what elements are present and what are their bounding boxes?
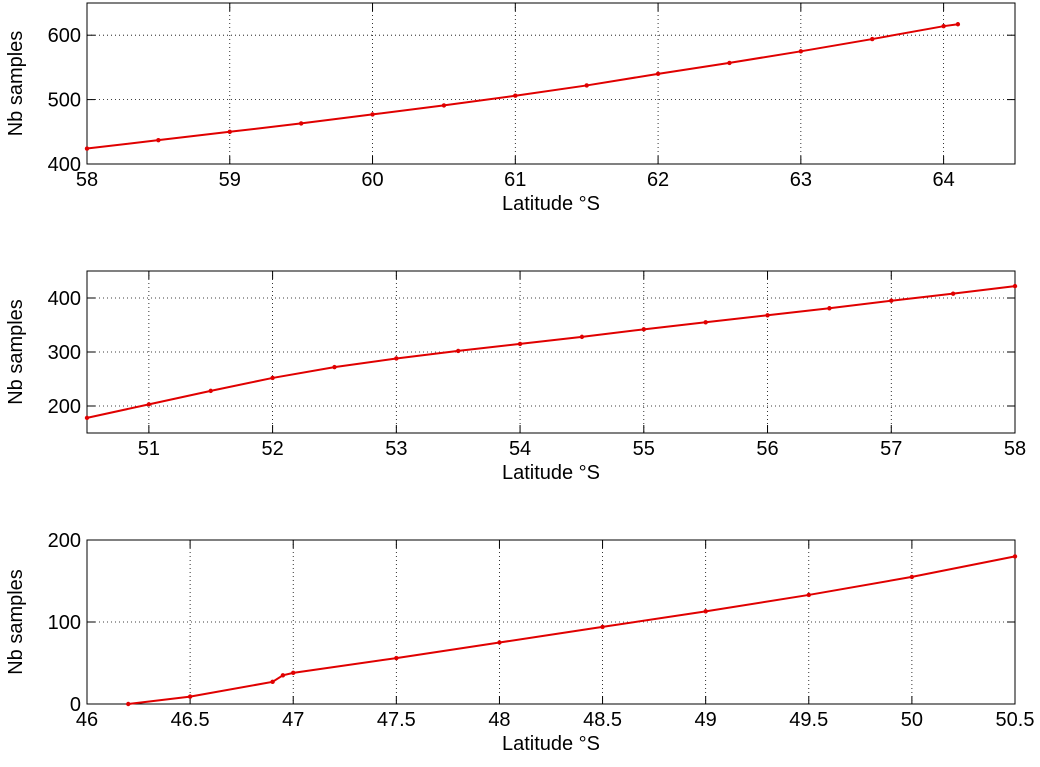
x-tick-label: 49 [695, 709, 717, 731]
data-point [394, 655, 399, 661]
data-point [941, 23, 946, 29]
x-tick-label: 46 [76, 709, 98, 731]
data-point [727, 60, 732, 66]
data-point [298, 121, 304, 126]
data-point [156, 137, 161, 143]
data-point [1012, 283, 1018, 289]
data-point [332, 364, 337, 370]
x-axis-label: Latitude °S [502, 733, 600, 755]
x-tick-label: 59 [219, 169, 241, 191]
data-point [870, 36, 875, 42]
x-tick-label: 48.5 [583, 709, 622, 731]
x-tick-label: 47 [282, 709, 304, 731]
data-point [441, 103, 447, 108]
plot-area [87, 3, 1015, 164]
data-line [86, 23, 959, 150]
data-point [497, 640, 502, 645]
y-tick-label: 200 [48, 396, 81, 418]
data-point [456, 348, 461, 354]
data-line [86, 285, 1016, 419]
data-point [84, 415, 90, 421]
data-point [517, 341, 523, 347]
x-tick-label: 63 [790, 169, 812, 191]
x-tick-label: 50.5 [996, 709, 1035, 731]
data-point [827, 306, 832, 311]
x-tick-label: 46.5 [171, 709, 210, 731]
x-tick-label: 56 [756, 438, 778, 460]
data-point [889, 298, 894, 303]
data-point [806, 592, 811, 598]
x-tick-label: 48 [488, 709, 510, 731]
data-point [146, 402, 152, 407]
y-tick-label: 600 [48, 25, 81, 47]
axes-frame [86, 270, 1016, 434]
data-point [84, 146, 90, 151]
x-axis-label: Latitude °S [502, 462, 600, 484]
data-point [703, 609, 708, 614]
axes-frame [86, 539, 1016, 705]
x-tick-label: 47.5 [377, 709, 416, 731]
x-tick-label: 51 [138, 438, 160, 460]
x-tick-label: 53 [385, 438, 407, 460]
y-tick-label: 0 [70, 694, 81, 716]
axes-frame [86, 2, 1016, 165]
data-point [394, 356, 399, 361]
y-tick-label: 200 [48, 530, 81, 552]
x-tick-label: 61 [504, 169, 526, 191]
data-point [765, 313, 770, 318]
x-tick-label: 64 [932, 169, 954, 191]
y-axis-label: Nb samples [5, 299, 27, 405]
data-point [950, 291, 956, 296]
y-axis-label: Nb samples [5, 31, 27, 137]
x-tick-label: 58 [1004, 438, 1026, 460]
y-axis-label: Nb samples [5, 569, 27, 675]
data-point [1012, 554, 1018, 559]
data-point [126, 701, 131, 707]
x-tick-label: 62 [647, 169, 669, 191]
x-tick-label: 60 [361, 169, 383, 191]
data-point [600, 624, 605, 630]
data-point [798, 49, 804, 54]
data-line [128, 555, 1016, 705]
data-point [187, 694, 193, 699]
data-point [955, 22, 961, 27]
x-tick-label: 52 [261, 438, 283, 460]
data-point [270, 679, 275, 685]
data-point [270, 375, 275, 381]
data-point [208, 388, 213, 394]
data-point [641, 327, 646, 332]
x-tick-label: 49.5 [789, 709, 828, 731]
data-point [579, 334, 585, 340]
data-point [655, 71, 661, 77]
x-tick-label: 58 [76, 169, 98, 191]
y-tick-label: 500 [48, 90, 81, 112]
y-tick-label: 100 [48, 612, 81, 634]
y-tick-label: 400 [48, 288, 81, 310]
x-tick-label: 57 [880, 438, 902, 460]
x-axis-label: Latitude °S [502, 193, 600, 215]
data-point [703, 320, 708, 325]
data-point [909, 574, 915, 580]
data-point [584, 83, 589, 88]
x-tick-label: 54 [509, 438, 531, 460]
y-tick-label: 300 [48, 342, 81, 364]
data-point [227, 129, 232, 134]
data-point [291, 670, 296, 676]
x-tick-label: 50 [901, 709, 923, 731]
data-point [513, 93, 518, 98]
data-point [280, 673, 286, 678]
data-point [370, 112, 375, 117]
x-tick-label: 55 [633, 438, 655, 460]
y-tick-label: 400 [48, 154, 81, 176]
